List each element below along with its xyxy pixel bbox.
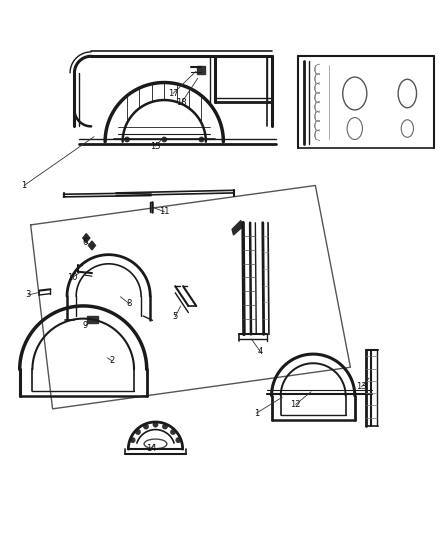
Text: 10: 10 (67, 273, 78, 282)
Text: 3: 3 (26, 290, 31, 300)
Polygon shape (83, 233, 90, 243)
Text: 15: 15 (150, 142, 161, 150)
Circle shape (136, 430, 140, 434)
Text: 13: 13 (356, 383, 367, 391)
Bar (87, 316, 98, 322)
Polygon shape (232, 221, 242, 235)
Circle shape (163, 424, 167, 429)
Text: 11: 11 (159, 207, 170, 216)
Text: 1: 1 (21, 181, 27, 190)
Text: 17: 17 (168, 89, 178, 98)
Text: 8: 8 (127, 299, 132, 308)
Circle shape (199, 138, 204, 142)
Circle shape (125, 138, 129, 142)
Circle shape (144, 424, 148, 429)
Bar (197, 66, 205, 74)
Text: 6: 6 (83, 238, 88, 247)
Text: 9: 9 (83, 321, 88, 330)
Circle shape (171, 430, 175, 434)
Text: 1: 1 (254, 409, 259, 418)
Text: 18: 18 (177, 98, 187, 107)
Text: 14: 14 (146, 444, 156, 453)
Circle shape (176, 438, 180, 442)
Circle shape (153, 423, 158, 427)
Text: 2: 2 (109, 356, 114, 365)
Circle shape (131, 438, 135, 442)
Text: 4: 4 (258, 348, 263, 357)
Text: 5: 5 (173, 312, 178, 321)
Text: 12: 12 (290, 400, 301, 409)
Circle shape (162, 138, 166, 142)
Polygon shape (88, 241, 95, 250)
